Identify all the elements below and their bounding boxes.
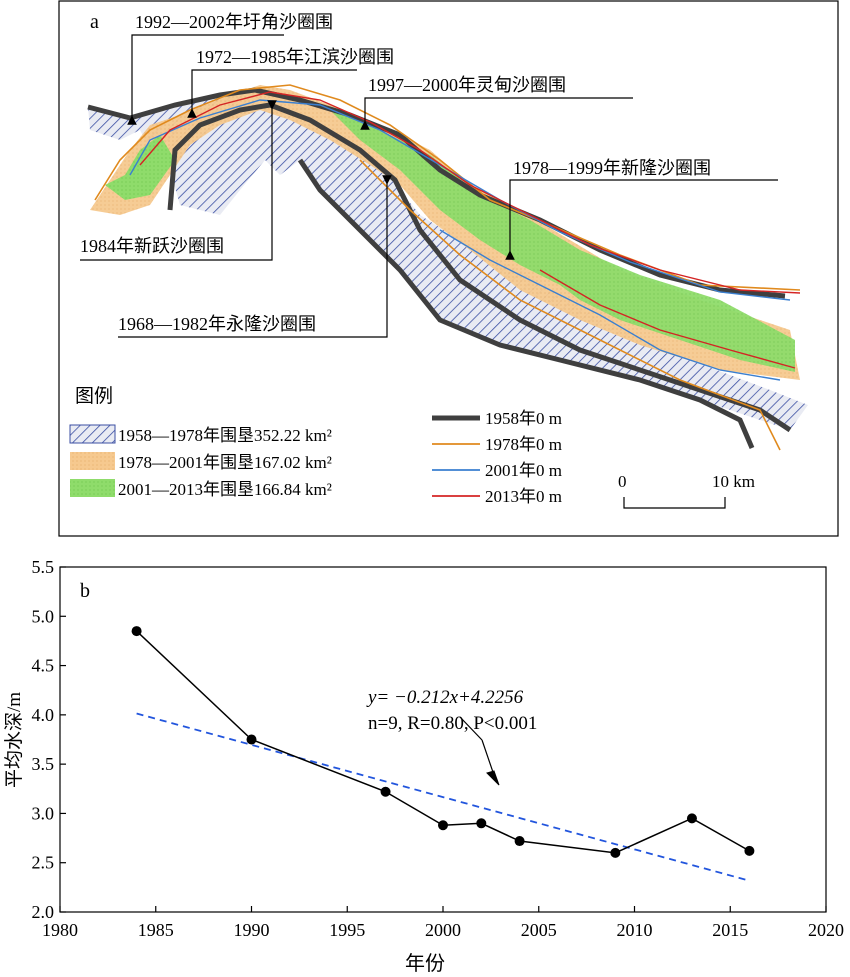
y-tick-label: 5.5 (32, 557, 55, 577)
legend-line-1958-label: 1958年0 m (485, 409, 562, 428)
legend-line-1978-label: 1978年0 m (485, 435, 562, 454)
data-point (744, 845, 755, 856)
map-panel-label: a (90, 11, 99, 33)
callout-1984-label: 1984年新跃沙圈围 (80, 236, 224, 256)
x-tick-label: 1980 (42, 920, 78, 940)
y-tick-label: 5.0 (32, 606, 55, 626)
reclaim-1958-1978-area (88, 90, 808, 430)
y-tick-label: 2.0 (32, 902, 55, 922)
map-panel: a 1992—2002年圩角沙圈围 1972—1985年江滨沙圈围 1997—2… (58, 0, 839, 537)
line-2013-0m-south (539, 269, 796, 369)
callout-1984: 1984年新跃沙圈围 (80, 100, 277, 261)
data-point (131, 626, 142, 637)
legend-swatch-green (70, 479, 115, 497)
legend-title: 图例 (75, 385, 113, 407)
data-point (438, 820, 448, 831)
x-tick-label: 2020 (808, 920, 844, 940)
y-tick-label: 3.0 (32, 803, 55, 823)
data-point (514, 836, 525, 847)
x-tick-label: 2000 (425, 920, 461, 940)
y-axis-label: 平均水深/m (3, 692, 25, 788)
callout-1978-1999-label: 1978—1999年新隆沙圈围 (513, 158, 711, 178)
legend-area-2: 1978—2001年围垦167.02 km² (118, 453, 332, 472)
data-point (380, 786, 391, 797)
line-2013-0m (139, 91, 801, 294)
chart-plot-frame (59, 566, 827, 913)
x-tick-label: 2015 (712, 920, 748, 940)
fit-line (136, 712, 750, 882)
scale-bar: 0 10 km (618, 472, 755, 509)
data-point (686, 813, 697, 824)
callout-1997-2000: 1997—2000年灵甸沙圈围 (360, 75, 633, 130)
callout-1997-2000-label: 1997—2000年灵甸沙圈围 (368, 75, 566, 95)
data-point (246, 734, 257, 745)
annotation: y= −0.212x+4.2256 n=9, R=0.80, P<0.001 (366, 687, 537, 786)
x-tick-label: 1985 (138, 920, 174, 940)
legend-area-1: 1958—1978年围垦352.22 km² (118, 426, 332, 445)
line-1958-0m-inner (297, 158, 755, 449)
y-tick-label: 3.5 (32, 754, 55, 774)
legend-swatch-orange (70, 452, 115, 470)
callout-1978-1999: 1978—1999年新隆沙圈围 (505, 158, 778, 260)
callout-1972-1985-label: 1972—1985年江滨沙圈围 (196, 47, 394, 67)
legend-line-2001-label: 2001年0 m (485, 461, 562, 480)
annotation-arrow (459, 716, 483, 741)
line-1958-0m (87, 87, 786, 299)
x-tick-label: 1995 (329, 920, 365, 940)
x-tick-label: 2005 (521, 920, 557, 940)
x-axis-label: 年份 (405, 952, 445, 975)
line-1958-0m-south (167, 102, 792, 433)
callout-1972-1985: 1972—1985年江滨沙圈围 (187, 47, 394, 118)
scale-bar-start: 0 (618, 472, 627, 491)
callout-1992-2002-label: 1992—2002年圩角沙圈围 (135, 12, 333, 32)
annotation-arrowhead (486, 770, 500, 786)
data-point (610, 847, 621, 858)
reclaim-2001-2013-area (105, 135, 175, 200)
depth-line-chart: b 1980 1985 1990 1995 2000 2005 2010 2015 2020 2… (3, 557, 844, 975)
legend-line-2013-label: 2013年0 m (485, 487, 562, 506)
data-point (476, 818, 487, 829)
annotation-stats: n=9, R=0.80, P<0.001 (368, 713, 537, 734)
line-2001-0m (129, 99, 791, 301)
legend-swatch-hatch (69, 424, 116, 444)
line-2001-0m-south (439, 229, 781, 381)
y-tick-label: 2.5 (32, 853, 55, 873)
y-tick-label: 4.0 (32, 705, 55, 725)
annotation-equation: y= −0.212x+4.2256 (366, 687, 524, 708)
callout-1968-1982-label: 1968—1982年永隆沙圈围 (118, 314, 316, 334)
legend-area-3: 2001—2013年围垦166.84 km² (118, 480, 332, 499)
callout-1992-2002: 1992—2002年圩角沙圈围 (127, 12, 333, 125)
chart-panel-label: b (80, 580, 90, 602)
callout-1968-1982: 1968—1982年永隆沙圈围 (118, 175, 392, 338)
x-tick-label: 2010 (617, 920, 653, 940)
x-tick-label: 1990 (234, 920, 270, 940)
y-tick-label: 4.5 (32, 656, 55, 676)
line-1978-0m-south (359, 159, 781, 451)
scale-bar-end: 10 km (712, 472, 755, 491)
